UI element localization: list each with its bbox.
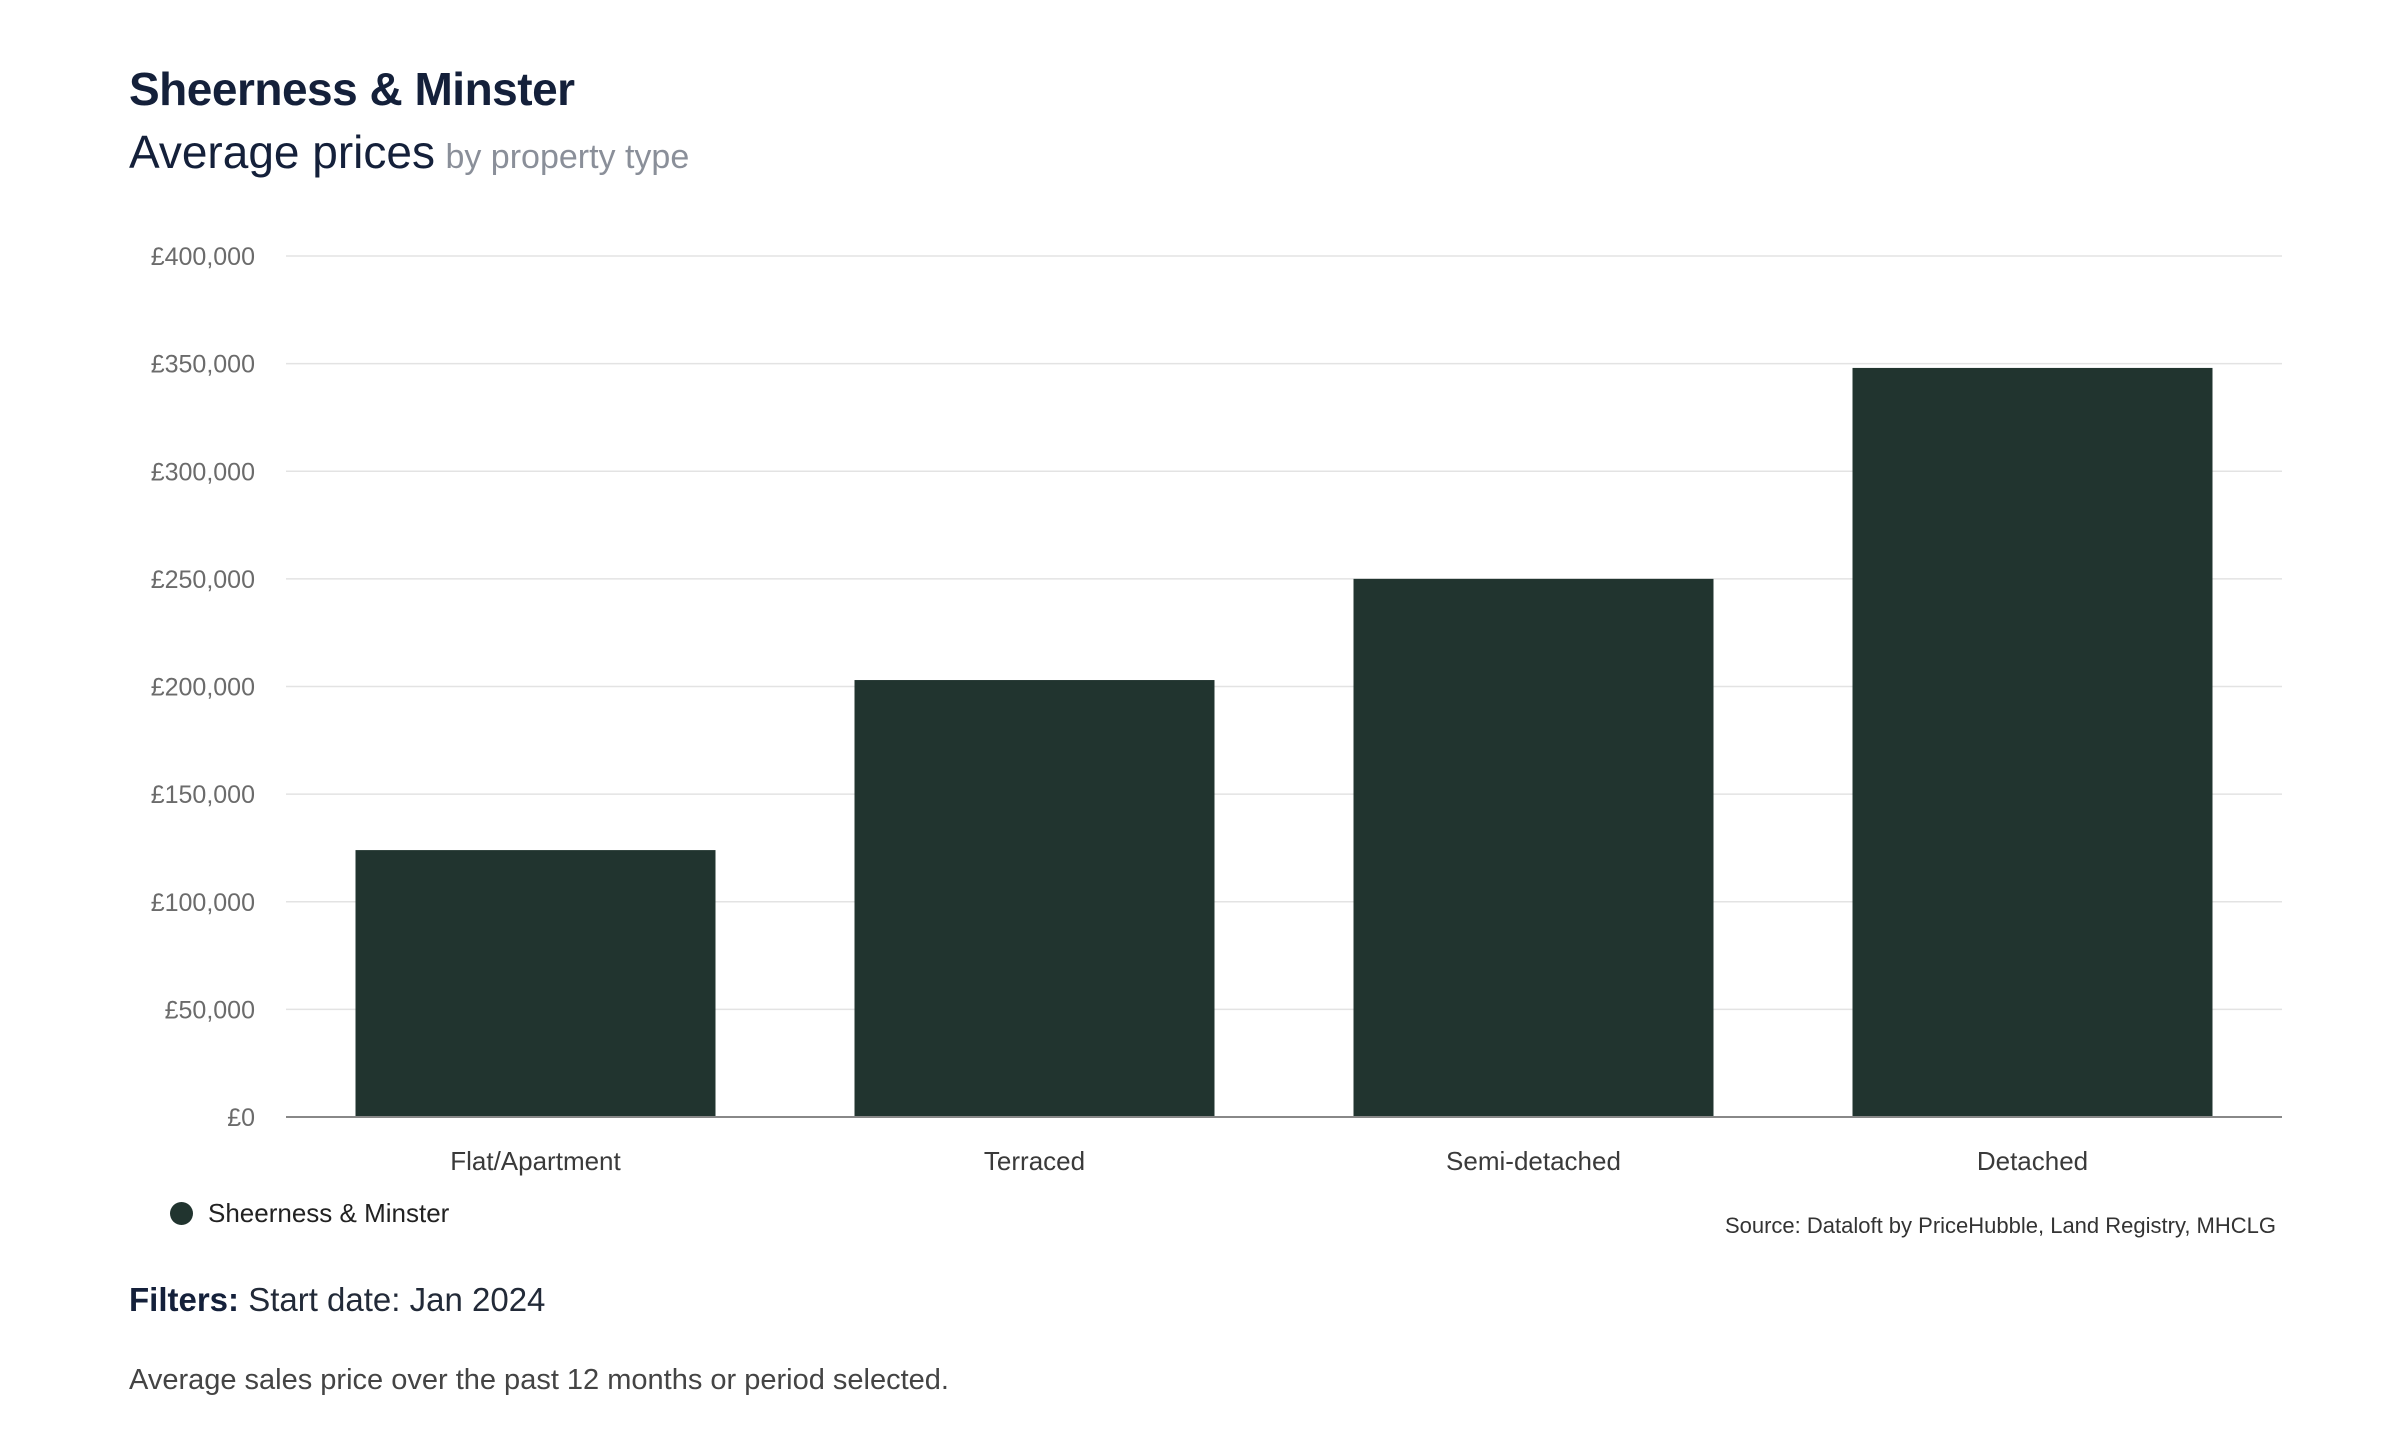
y-tick-label: £300,000: [151, 458, 255, 486]
legend-swatch: [170, 1202, 193, 1225]
y-tick-label: £250,000: [151, 566, 255, 594]
legend: Sheerness & Minster: [170, 1198, 449, 1229]
bar: [355, 850, 716, 1117]
legend-label: Sheerness & Minster: [208, 1198, 450, 1228]
bar: [1353, 578, 1714, 1117]
footnote: Average sales price over the past 12 mon…: [129, 1364, 949, 1396]
x-tick-label: Detached: [1977, 1146, 2088, 1176]
filters-value: Start date: Jan 2024: [248, 1281, 546, 1318]
filters: Filters: Start date: Jan 2024: [129, 1281, 545, 1319]
y-tick-label: £150,000: [151, 781, 255, 809]
bar-chart: £0 £50,000 £100,000 £150,000 £200,000 £250,00…: [151, 243, 2282, 1176]
source-note: Source: Dataloft by PriceHubble, Land Re…: [1724, 1213, 2276, 1238]
y-tick-label: £200,000: [151, 674, 255, 702]
chart-title: Sheerness & Minster: [129, 63, 575, 115]
y-tick-label: £400,000: [151, 243, 255, 271]
x-tick-label: Terraced: [984, 1146, 1085, 1176]
x-tick-label: Flat/Apartment: [450, 1146, 621, 1176]
bar: [854, 680, 1215, 1117]
filters-label: Filters:: [129, 1281, 240, 1318]
y-tick-label: £0: [227, 1104, 255, 1132]
chart-subtitle: Average prices by property type: [129, 125, 689, 179]
y-tick-label: £350,000: [151, 351, 255, 379]
x-tick-label: Semi-detached: [1446, 1146, 1621, 1176]
y-tick-label: £50,000: [165, 996, 255, 1024]
subtitle-main: Average prices: [129, 126, 435, 178]
subtitle-sub: by property type: [445, 138, 690, 176]
y-tick-label: £100,000: [151, 889, 255, 917]
bar: [1852, 367, 2213, 1117]
